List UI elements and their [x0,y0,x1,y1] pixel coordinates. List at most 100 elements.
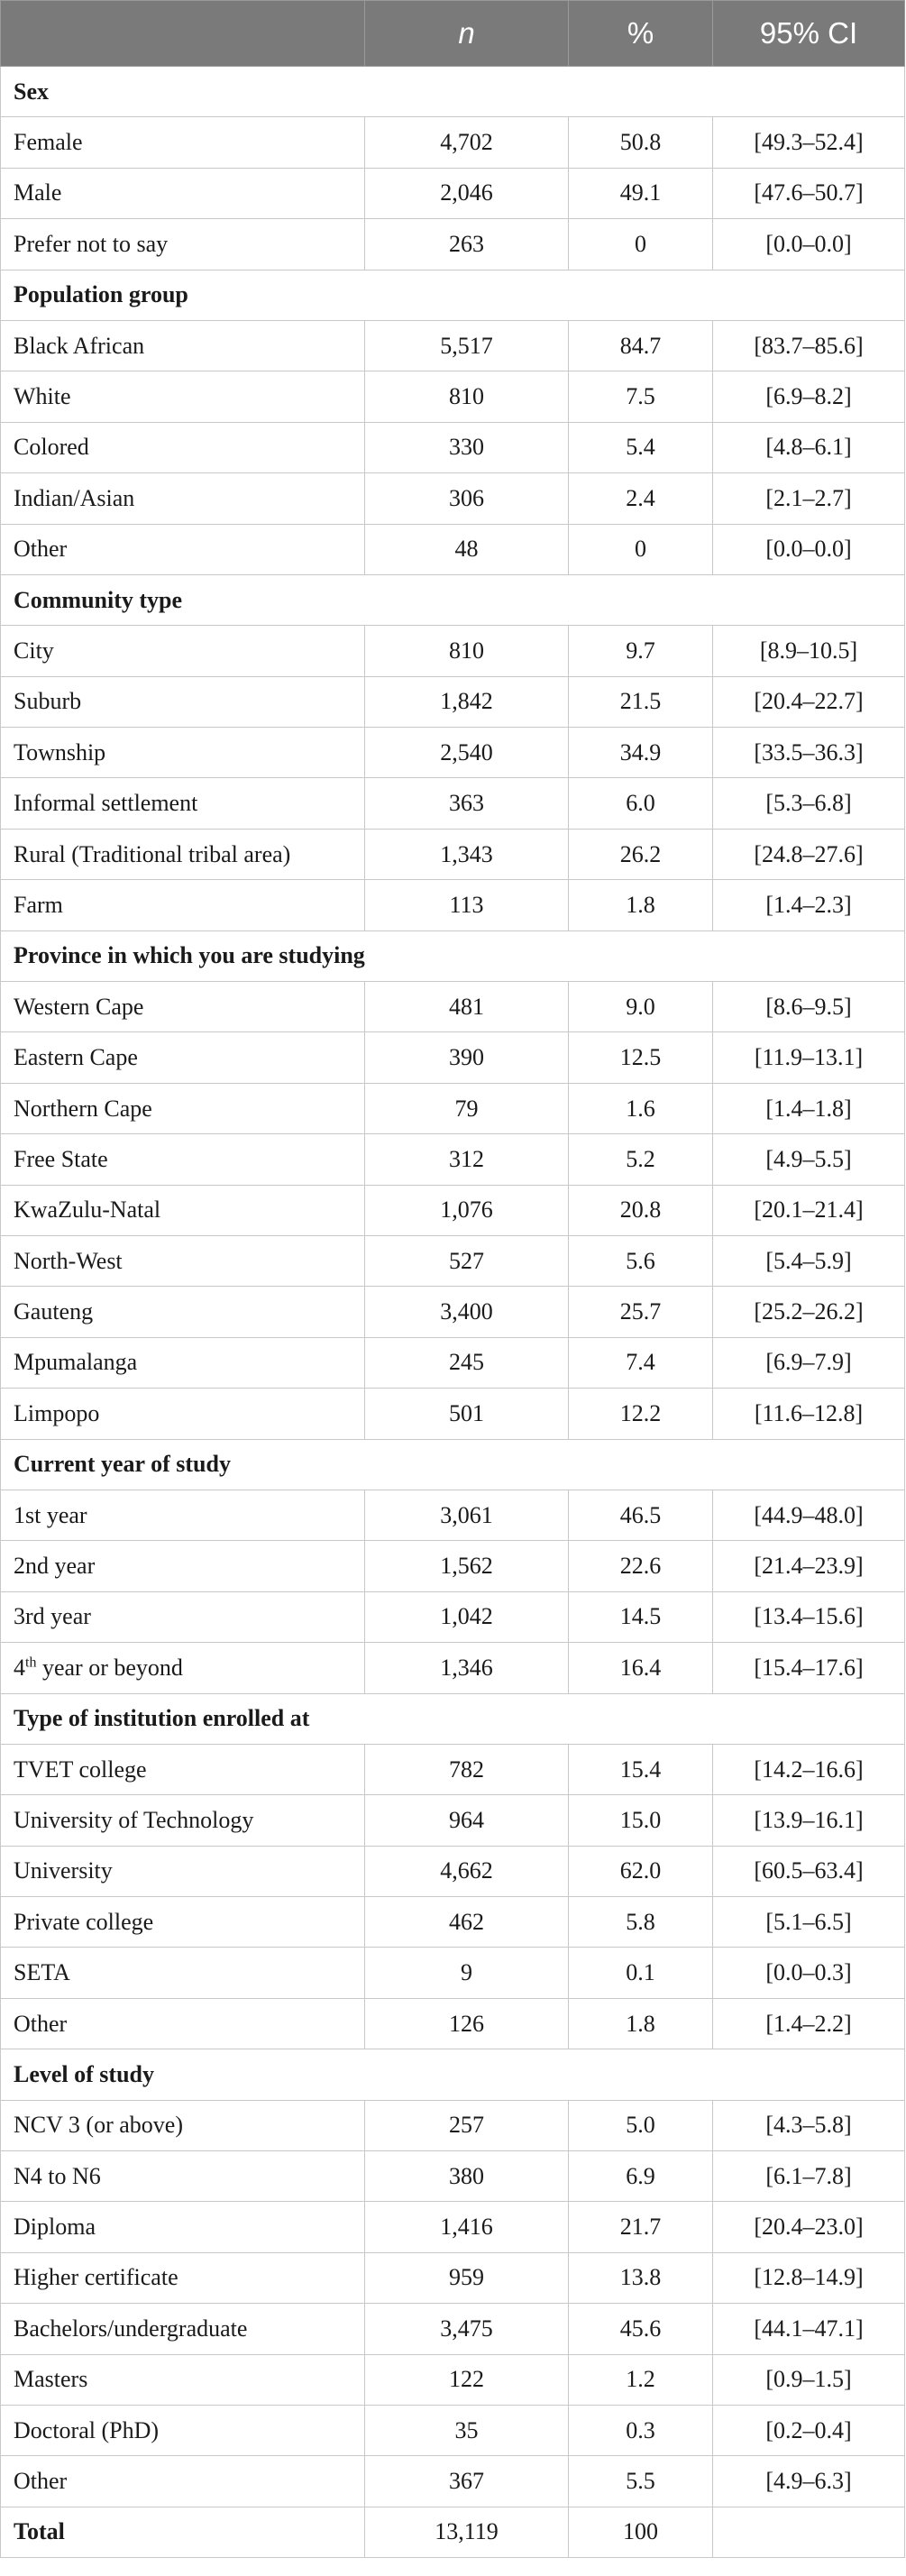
section-label: Province in which you are studying [0,930,905,983]
row-label: Masters [0,2353,365,2406]
percent-value: 84.7 [568,319,713,372]
row-label-suffix: year or beyond [36,1654,183,1681]
table-row: N4 to N6 380 6.9 [6.1–7.8] [0,2150,905,2203]
section-header-row: Province in which you are studying [0,930,905,983]
row-label: Other [0,2455,365,2507]
section-label: Sex [0,65,905,118]
n-value: 306 [364,472,569,525]
row-label: Farm [0,879,365,931]
ci-value: [47.6–50.7] [712,167,905,220]
header-ci-col: 95% CI [712,0,905,67]
percent-value: 6.9 [568,2150,713,2203]
row-label: City [0,625,365,677]
n-value: 363 [364,777,569,830]
percent-value: 5.6 [568,1234,713,1288]
row-label: Western Cape [0,981,365,1033]
table-row: 4th year or beyond 1,346 16.4 [15.4–17.6] [0,1642,905,1694]
ci-value: [11.6–12.8] [712,1388,905,1440]
row-label: Indian/Asian [0,472,365,525]
percent-value: 6.0 [568,777,713,830]
ci-value: [0.0–0.3] [712,1947,905,1999]
n-value: 122 [364,2353,569,2406]
section-header-row: Level of study [0,2049,905,2101]
row-label: University of Technology [0,1794,365,1847]
n-value: 462 [364,1896,569,1948]
table-row: Higher certificate 959 13.8 [12.8–14.9] [0,2251,905,2305]
ci-value: [44.1–47.1] [712,2303,905,2355]
ci-value: [6.9–7.9] [712,1336,905,1389]
n-value: 501 [364,1388,569,1440]
percent-value: 20.8 [568,1184,713,1236]
table-row: Prefer not to say 263 0 [0.0–0.0] [0,218,905,270]
percent-value: 62.0 [568,1845,713,1898]
table-row: Free State 312 5.2 [4.9–5.5] [0,1133,905,1186]
row-label: Other [0,1997,365,2050]
row-label: Northern Cape [0,1082,365,1135]
row-label: Other [0,523,365,575]
ci-value: [20.1–21.4] [712,1184,905,1236]
n-value: 390 [364,1031,569,1084]
row-label: KwaZulu-Natal [0,1184,365,1236]
header-label-col [0,0,365,67]
row-label: Limpopo [0,1388,365,1440]
header-percent-col: % [568,0,713,67]
n-value: 2,540 [364,727,569,779]
table-row: Black African 5,517 84.7 [83.7–85.6] [0,319,905,372]
ci-value: [4.9–6.3] [712,2455,905,2507]
table-row: KwaZulu-Natal 1,076 20.8 [20.1–21.4] [0,1184,905,1236]
row-label: Diploma [0,2201,365,2253]
table-row: Male 2,046 49.1 [47.6–50.7] [0,167,905,220]
table-row: University 4,662 62.0 [60.5–63.4] [0,1845,905,1898]
percent-value: 9.7 [568,625,713,677]
percent-value: 7.5 [568,371,713,423]
n-value: 263 [364,218,569,270]
n-value: 257 [364,2099,569,2152]
n-value: 810 [364,625,569,677]
percent-value: 21.7 [568,2201,713,2253]
n-value: 1,343 [364,828,569,881]
table-row: Limpopo 501 12.2 [11.6–12.8] [0,1388,905,1440]
table-row: TVET college 782 15.4 [14.2–16.6] [0,1743,905,1796]
table-row: Private college 462 5.8 [5.1–6.5] [0,1896,905,1948]
ci-value: [4.3–5.8] [712,2099,905,2152]
row-label: North-West [0,1234,365,1288]
table-row: SETA 9 0.1 [0.0–0.3] [0,1947,905,1999]
row-label: 4th year or beyond [0,1642,365,1694]
percent-value: 1.6 [568,1082,713,1135]
table-row: Other 48 0 [0.0–0.0] [0,523,905,575]
row-label-prefix: 4 [14,1654,25,1681]
n-value: 3,400 [364,1286,569,1338]
ci-value: [13.9–16.1] [712,1794,905,1847]
table-row: Other 367 5.5 [4.9–6.3] [0,2455,905,2507]
table-row: Farm 113 1.8 [1.4–2.3] [0,879,905,931]
section-label: Current year of study [0,1438,905,1490]
table-row: Diploma 1,416 21.7 [20.4–23.0] [0,2201,905,2253]
table-row: Informal settlement 363 6.0 [5.3–6.8] [0,777,905,830]
n-value: 782 [364,1743,569,1796]
row-label: Suburb [0,675,365,729]
table-row: City 810 9.7 [8.9–10.5] [0,625,905,677]
n-value: 481 [364,981,569,1033]
ci-value: [0.0–0.0] [712,523,905,575]
percent-value: 7.4 [568,1336,713,1389]
row-label: Gauteng [0,1286,365,1338]
n-value: 527 [364,1234,569,1288]
table-row: Gauteng 3,400 25.7 [25.2–26.2] [0,1286,905,1338]
ci-value: [8.6–9.5] [712,981,905,1033]
table-row: Masters 122 1.2 [0.9–1.5] [0,2353,905,2406]
ci-value: [6.1–7.8] [712,2150,905,2203]
percent-value: 22.6 [568,1540,713,1592]
ci-value: [0.9–1.5] [712,2353,905,2406]
table-row: Doctoral (PhD) 35 0.3 [0.2–0.4] [0,2404,905,2457]
table-row: University of Technology 964 15.0 [13.9–16.… [0,1794,905,1847]
percent-value: 2.4 [568,472,713,525]
n-value: 4,662 [364,1845,569,1898]
row-label: Mpumalanga [0,1336,365,1389]
n-value: 367 [364,2455,569,2507]
row-label: 3rd year [0,1591,365,1644]
percent-value: 0 [568,523,713,575]
section-label: Type of institution enrolled at [0,1692,905,1745]
ci-value: [4.8–6.1] [712,421,905,474]
row-label: Private college [0,1896,365,1948]
section-label: Population group [0,269,905,321]
